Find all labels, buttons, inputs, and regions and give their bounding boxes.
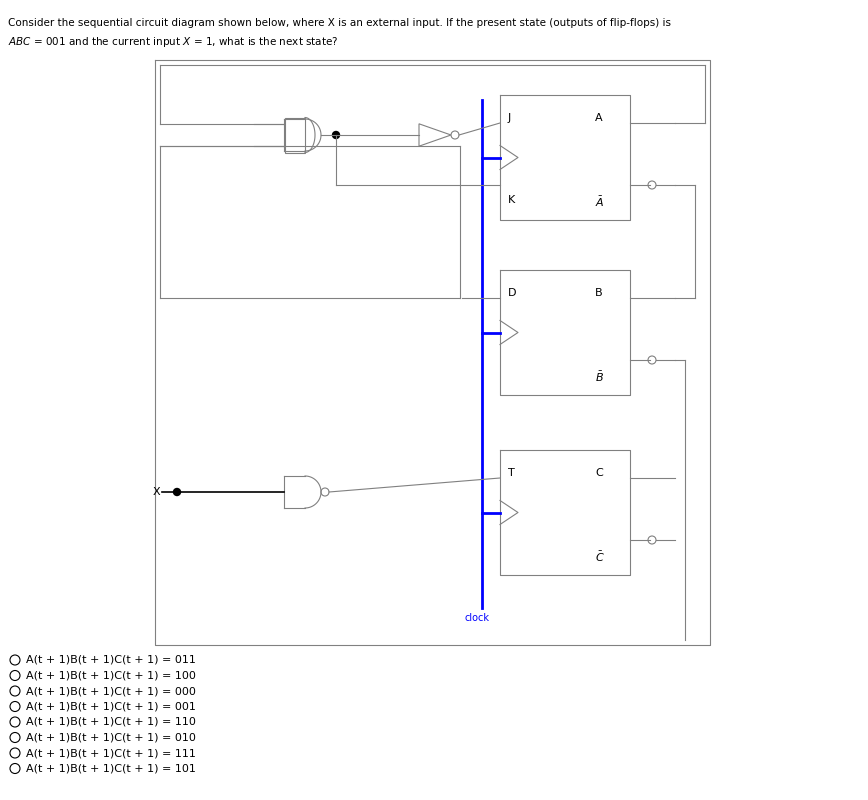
FancyBboxPatch shape xyxy=(285,118,305,153)
Circle shape xyxy=(332,131,339,138)
Circle shape xyxy=(174,489,181,495)
Text: A(t + 1)B(t + 1)C(t + 1) = 011: A(t + 1)B(t + 1)C(t + 1) = 011 xyxy=(26,655,196,665)
Text: A(t + 1)B(t + 1)C(t + 1) = 010: A(t + 1)B(t + 1)C(t + 1) = 010 xyxy=(26,733,196,742)
Text: A(t + 1)B(t + 1)C(t + 1) = 001: A(t + 1)B(t + 1)C(t + 1) = 001 xyxy=(26,702,196,711)
Text: clock: clock xyxy=(464,613,490,623)
Text: B: B xyxy=(595,288,602,298)
Text: $\bar{B}$: $\bar{B}$ xyxy=(595,370,604,384)
Text: J: J xyxy=(508,113,511,123)
Text: X: X xyxy=(153,487,160,497)
Text: $\mathit{ABC}$ = 001 and the current input $\mathit{X}$ = 1, what is the next st: $\mathit{ABC}$ = 001 and the current inp… xyxy=(8,35,339,49)
Text: A(t + 1)B(t + 1)C(t + 1) = 100: A(t + 1)B(t + 1)C(t + 1) = 100 xyxy=(26,670,196,681)
Text: D: D xyxy=(508,288,516,298)
Text: A(t + 1)B(t + 1)C(t + 1) = 110: A(t + 1)B(t + 1)C(t + 1) = 110 xyxy=(26,717,196,727)
Text: K: K xyxy=(508,195,516,205)
Text: $\bar{A}$: $\bar{A}$ xyxy=(595,195,604,210)
Text: A(t + 1)B(t + 1)C(t + 1) = 111: A(t + 1)B(t + 1)C(t + 1) = 111 xyxy=(26,748,196,758)
Text: T: T xyxy=(508,468,515,478)
Text: A: A xyxy=(595,113,602,123)
Text: $\bar{C}$: $\bar{C}$ xyxy=(595,550,605,564)
Text: Consider the sequential circuit diagram shown below, where X is an external inpu: Consider the sequential circuit diagram … xyxy=(8,18,671,28)
Text: A(t + 1)B(t + 1)C(t + 1) = 101: A(t + 1)B(t + 1)C(t + 1) = 101 xyxy=(26,763,196,774)
Text: A(t + 1)B(t + 1)C(t + 1) = 000: A(t + 1)B(t + 1)C(t + 1) = 000 xyxy=(26,686,196,696)
Text: C: C xyxy=(595,468,602,478)
